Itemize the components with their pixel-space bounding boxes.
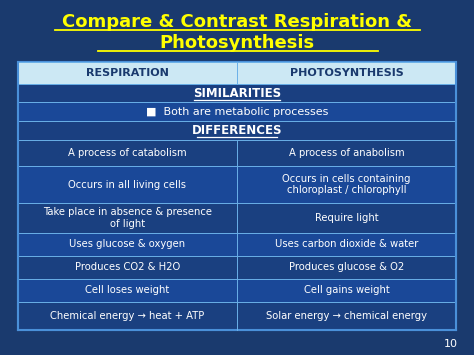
Text: Uses carbon dioxide & water: Uses carbon dioxide & water (275, 239, 418, 249)
Bar (18, 121, 456, 140)
Text: Cell loses weight: Cell loses weight (85, 285, 170, 295)
Text: A process of anabolism: A process of anabolism (289, 148, 404, 158)
Text: Chemical energy → heat + ATP: Chemical energy → heat + ATP (50, 311, 205, 321)
Text: A process of catabolism: A process of catabolism (68, 148, 187, 158)
Bar (18, 233, 456, 256)
Text: Photosynthesis: Photosynthesis (159, 34, 315, 52)
Text: Occurs in cells containing
chloroplast / chlorophyll: Occurs in cells containing chloroplast /… (282, 174, 411, 195)
Text: DIFFERENCES: DIFFERENCES (192, 124, 282, 137)
Bar (18, 62, 456, 84)
Bar (18, 256, 456, 279)
Text: PHOTOSYNTHESIS: PHOTOSYNTHESIS (290, 68, 403, 78)
Text: Uses glucose & oxygen: Uses glucose & oxygen (69, 239, 185, 249)
Bar (18, 62, 456, 330)
Text: Occurs in all living cells: Occurs in all living cells (69, 180, 186, 190)
Bar (18, 301, 456, 330)
Text: ■  Both are metabolic processes: ■ Both are metabolic processes (146, 107, 328, 117)
Bar (18, 103, 456, 121)
Text: Require light: Require light (315, 213, 378, 223)
Text: Produces CO2 & H2O: Produces CO2 & H2O (75, 262, 180, 272)
Text: Solar energy → chemical energy: Solar energy → chemical energy (266, 311, 427, 321)
Text: SIMILARITIES: SIMILARITIES (193, 87, 281, 100)
Bar (18, 203, 456, 233)
Text: RESPIRATION: RESPIRATION (86, 68, 169, 78)
Bar (18, 166, 456, 203)
Text: Produces glucose & O2: Produces glucose & O2 (289, 262, 404, 272)
Text: Cell gains weight: Cell gains weight (304, 285, 389, 295)
Text: Compare & Contrast Respiration &: Compare & Contrast Respiration & (62, 13, 412, 31)
Bar (18, 84, 456, 103)
Text: Take place in absence & presence
of light: Take place in absence & presence of ligh… (43, 207, 212, 229)
Bar (18, 140, 456, 166)
Bar (18, 279, 456, 301)
Text: 10: 10 (444, 339, 458, 349)
